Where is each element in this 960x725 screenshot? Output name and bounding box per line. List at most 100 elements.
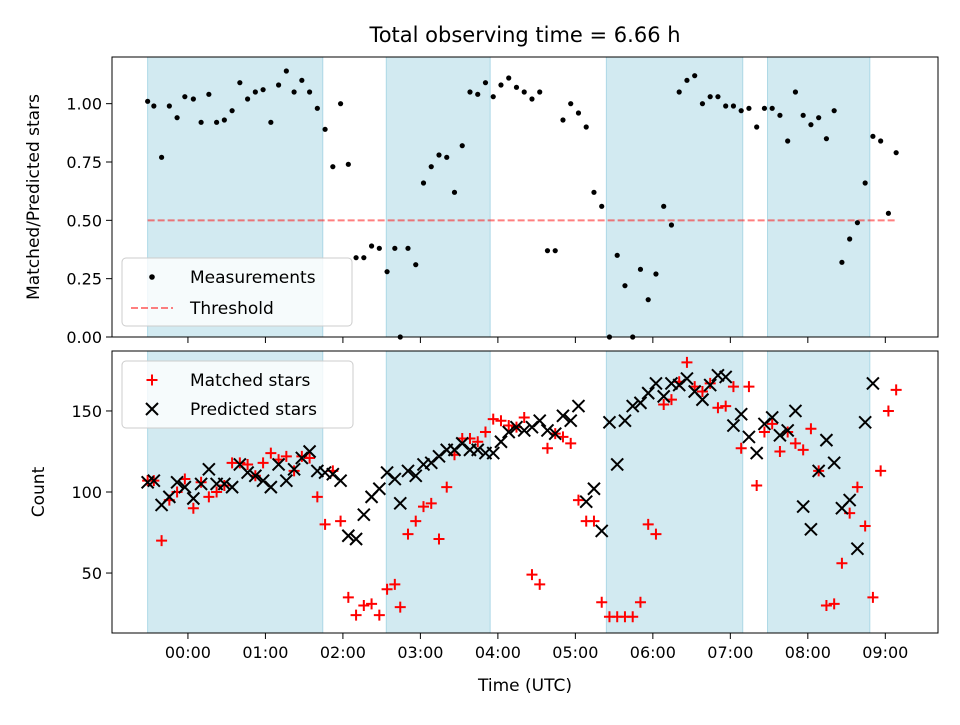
- predicted-star-point: [388, 472, 402, 486]
- predicted-star-point: [850, 542, 865, 556]
- measurement-point: [599, 203, 605, 209]
- top-y-ticks: 0.00 0.25 0.50 0.75 1.00: [66, 95, 112, 347]
- measurement-point: [707, 94, 713, 100]
- matched-star-point: [650, 528, 662, 540]
- matched-star-point: [472, 436, 484, 448]
- measurement-point: [560, 117, 566, 123]
- legend-measurements-label: Measurements: [190, 268, 316, 288]
- matched-star-point: [366, 598, 378, 610]
- predicted-star-point: [804, 522, 818, 536]
- matched-star-point: [867, 591, 879, 603]
- predicted-star-point: [656, 389, 671, 404]
- measurement-point: [715, 94, 721, 100]
- predicted-star-point: [610, 457, 624, 472]
- matched-star-points: [142, 356, 902, 623]
- measurement-point: [878, 138, 884, 144]
- predicted-star-point: [602, 415, 617, 430]
- measurement-point: [831, 108, 837, 114]
- top-legend-box: [121, 257, 353, 327]
- matched-star-point: [836, 557, 848, 569]
- measurement-point: [384, 269, 390, 275]
- measurement-point: [637, 266, 644, 272]
- bottom-legend-box: [121, 360, 354, 429]
- predicted-star-point: [618, 413, 632, 428]
- predicted-star-point: [349, 532, 363, 546]
- x-tick-label: 04:00: [475, 643, 521, 662]
- matched-star-point: [495, 415, 507, 427]
- predicted-star-point: [271, 457, 286, 472]
- matched-star-point: [735, 442, 747, 454]
- predicted-star-point: [540, 423, 555, 438]
- bottom-y-axis-label: Count: [29, 466, 49, 517]
- matched-star-point: [534, 578, 546, 590]
- predicted-star-point: [494, 435, 508, 449]
- measurement-point: [151, 103, 157, 109]
- bottom-y-tick-label: 150: [71, 402, 102, 421]
- matched-star-point: [257, 457, 269, 469]
- top-y-tick-label: 0.00: [66, 328, 102, 347]
- x-tick-label: 01:00: [242, 643, 288, 662]
- measurement-point: [839, 259, 845, 265]
- measurement-point: [275, 82, 282, 88]
- measurement-point: [182, 94, 188, 100]
- x-tick-label: 05:00: [552, 643, 598, 662]
- matched-star-point: [441, 481, 453, 493]
- measurement-point: [260, 87, 266, 93]
- predicted-star-point: [579, 495, 593, 509]
- measurement-point: [792, 89, 799, 95]
- measurement-point: [544, 248, 551, 254]
- measurement-point: [552, 248, 558, 254]
- matched-star-point: [565, 437, 577, 449]
- measurement-point: [451, 189, 458, 195]
- predicted-star-point: [217, 477, 232, 491]
- observing-window-band: [767, 350, 871, 634]
- measurement-point: [645, 297, 651, 303]
- predicted-star-point: [680, 371, 694, 386]
- measurement-point: [361, 255, 367, 261]
- predicted-star-point: [587, 482, 601, 496]
- matched-star-point: [402, 528, 414, 540]
- predicted-star-point: [202, 462, 216, 477]
- measurement-point: [800, 112, 806, 118]
- measurement-point: [198, 119, 204, 125]
- top-y-tick-label: 1.00: [66, 95, 102, 114]
- measurement-point: [245, 96, 251, 102]
- predicted-star-point: [548, 426, 562, 441]
- measurement-point: [808, 122, 814, 128]
- measurement-point: [420, 180, 427, 186]
- predicted-star-point: [302, 444, 317, 459]
- measurement-point: [847, 236, 853, 242]
- measurement-point: [653, 271, 659, 277]
- matched-star-point: [394, 601, 406, 613]
- observing-window-band: [605, 56, 744, 338]
- predicted-star-point: [240, 465, 255, 480]
- measurement-point: [854, 220, 861, 226]
- matched-star-point: [234, 457, 246, 469]
- measurement-point: [870, 133, 876, 139]
- matched-star-point: [720, 400, 732, 412]
- top-y-tick-label: 0.75: [66, 153, 102, 172]
- predicted-star-point: [509, 420, 524, 434]
- predicted-star-point: [796, 499, 810, 514]
- bottom-y-tick-label: 50: [82, 564, 102, 583]
- predicted-star-point: [734, 407, 748, 421]
- matched-star-point: [758, 426, 770, 438]
- x-tick-label: 06:00: [630, 643, 676, 662]
- predicted-star-point: [858, 415, 872, 430]
- measurement-point: [158, 154, 165, 160]
- matched-star-point: [658, 398, 670, 410]
- matched-star-point: [751, 480, 763, 492]
- measurement-point: [893, 150, 899, 156]
- predicted-star-point: [147, 473, 161, 488]
- top-legend: Measurements Threshold: [121, 257, 353, 327]
- x-tick-label: 03:00: [397, 643, 443, 662]
- x-tick-label: 00:00: [165, 643, 211, 662]
- predicted-star-point: [186, 491, 201, 506]
- predicted-star-point: [625, 399, 640, 413]
- predicted-star-point: [564, 413, 578, 428]
- measurement-point: [268, 119, 274, 125]
- matched-star-point: [797, 444, 809, 456]
- bottom-x-ticks: 00:00 01:00 02:00 03:00 04:00 05:00 06:00 07:00…: [165, 633, 908, 662]
- matched-star-point: [187, 502, 199, 514]
- predicted-star-point: [703, 378, 717, 392]
